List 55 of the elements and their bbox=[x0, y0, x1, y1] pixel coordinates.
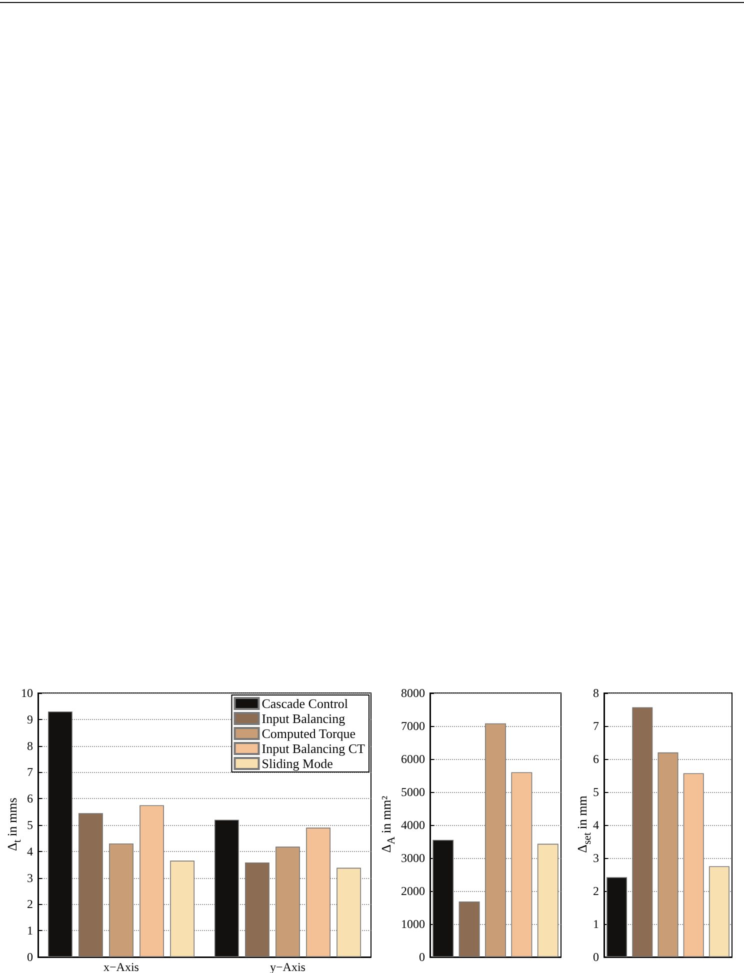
y-tick-label: 4000 bbox=[401, 818, 425, 832]
y-tick-label: 2000 bbox=[401, 884, 425, 898]
y-tick-label: 5 bbox=[593, 785, 599, 799]
y-tick-label: 5000 bbox=[401, 785, 425, 799]
y-tick-label: 1 bbox=[593, 917, 599, 931]
bar bbox=[485, 723, 506, 957]
bar bbox=[336, 868, 362, 957]
y-tick-label: 4 bbox=[27, 844, 33, 858]
y-tick-label: 9 bbox=[27, 712, 33, 726]
y-tick-label: 8 bbox=[593, 686, 599, 700]
bar bbox=[432, 840, 454, 957]
y-tick-label: 3 bbox=[593, 851, 599, 865]
bar bbox=[606, 877, 628, 957]
y-tick-label: 8000 bbox=[401, 686, 425, 700]
y-tick-label: 0 bbox=[419, 950, 425, 964]
y-tick-label: 7000 bbox=[401, 719, 425, 733]
y-tick-label: 0 bbox=[27, 950, 33, 964]
legend-label: Cascade Control bbox=[262, 696, 348, 711]
bar bbox=[276, 846, 300, 957]
y-tick-label: 4 bbox=[593, 818, 599, 832]
bar bbox=[48, 711, 72, 957]
y-tick-label: 2 bbox=[27, 897, 33, 912]
y-tick-label: 5 bbox=[27, 818, 33, 832]
bar bbox=[632, 707, 653, 957]
bar bbox=[708, 866, 730, 957]
bar bbox=[170, 860, 195, 957]
bar bbox=[658, 752, 678, 957]
bar bbox=[511, 772, 532, 957]
y-tick-label: 7 bbox=[593, 719, 599, 733]
y-tick-label: 6000 bbox=[401, 752, 425, 766]
legend-label: Input Balancing CT bbox=[262, 741, 366, 756]
x-tick-label: x−Axis bbox=[104, 960, 140, 973]
bar bbox=[78, 813, 103, 957]
bar bbox=[245, 862, 270, 957]
bar bbox=[458, 902, 480, 957]
y-tick-label: 1 bbox=[27, 924, 33, 938]
y-tick-label: 1000 bbox=[401, 917, 425, 931]
y-tick-label: 3 bbox=[27, 870, 33, 885]
y-tick-label: 6 bbox=[27, 792, 33, 806]
legend-label: Input Balancing bbox=[262, 711, 346, 726]
bar bbox=[214, 820, 239, 957]
y-tick-label: 2 bbox=[593, 884, 599, 898]
bar bbox=[683, 773, 704, 957]
bar bbox=[306, 828, 330, 957]
legend-label: Computed Torque bbox=[262, 726, 356, 741]
bar bbox=[537, 844, 558, 957]
y-tick-label: 0 bbox=[593, 950, 599, 964]
y-tick-label: 8 bbox=[27, 738, 33, 753]
legend-label: Sliding Mode bbox=[262, 756, 334, 771]
bar bbox=[109, 843, 134, 957]
bar bbox=[140, 805, 164, 957]
y-tick-label: 3000 bbox=[401, 851, 425, 865]
y-tick-label: 7 bbox=[27, 765, 33, 780]
y-tick-label: 10 bbox=[21, 686, 33, 700]
y-tick-label: 6 bbox=[593, 752, 599, 766]
